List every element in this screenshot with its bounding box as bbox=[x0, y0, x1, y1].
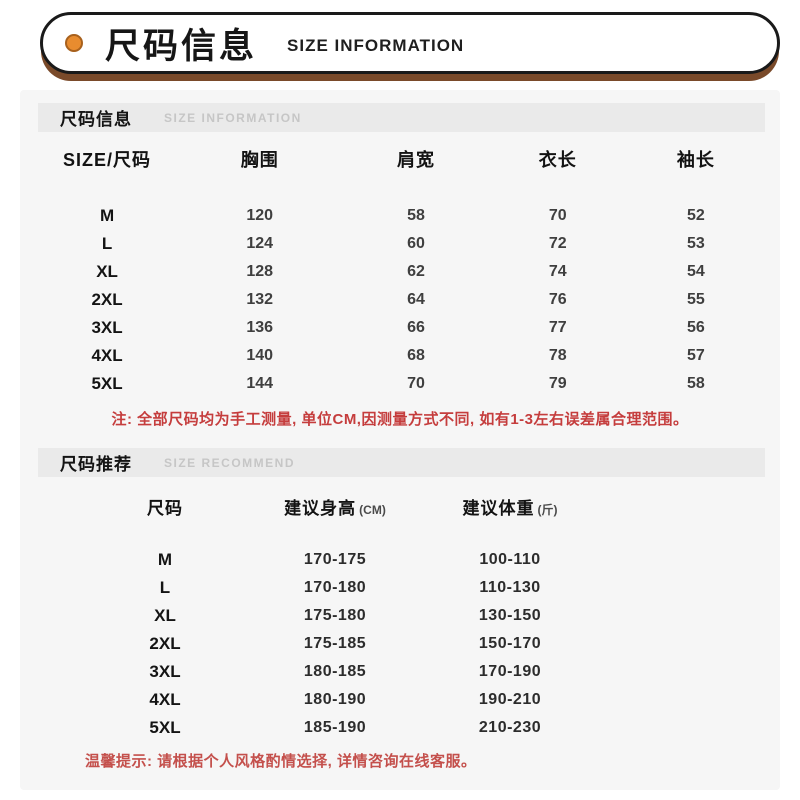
sleeve-value: 58 bbox=[687, 375, 705, 392]
length-value: 74 bbox=[548, 263, 567, 280]
banner-title-cn: 尺码信息 bbox=[105, 26, 258, 66]
recommend-table-header: 尺码 建议身高 (CM) 建议体重 (斤) bbox=[60, 492, 620, 520]
shoulder-value: 60 bbox=[407, 235, 425, 252]
section-title-cn: 尺码推荐 bbox=[60, 455, 132, 474]
size-label: L bbox=[101, 234, 113, 253]
sleeve-value: 53 bbox=[687, 235, 705, 252]
table-row: 4XL 140 68 78 57 bbox=[38, 342, 765, 370]
section-title-cn: 尺码信息 bbox=[60, 110, 132, 129]
length-value: 72 bbox=[548, 235, 567, 252]
chest-value: 144 bbox=[246, 375, 274, 392]
table-row: M 170-175 100-110 bbox=[60, 546, 620, 574]
sleeve-value: 56 bbox=[687, 319, 705, 336]
section-title-en: SIZE RECOMMEND bbox=[164, 455, 296, 470]
col-header-size-label: 尺码 bbox=[147, 498, 183, 518]
sleeve-value: 52 bbox=[687, 207, 705, 224]
size-label: 5XL bbox=[149, 718, 181, 737]
col-header-weight-unit: (斤) bbox=[537, 502, 558, 517]
table-row: L 170-180 110-130 bbox=[60, 574, 620, 602]
section-size-info-header: 尺码信息 SIZE INFORMATION bbox=[38, 103, 765, 132]
table-row: 2XL 132 64 76 55 bbox=[38, 286, 765, 314]
length-value: 77 bbox=[548, 319, 567, 336]
chest-value: 132 bbox=[246, 291, 274, 308]
chest-value: 120 bbox=[246, 207, 274, 224]
chest-value: 136 bbox=[246, 319, 274, 336]
size-info-banner: 尺码信息 SIZE INFORMATION bbox=[40, 12, 780, 74]
col-header-weight-label: 建议体重 bbox=[462, 498, 535, 518]
shoulder-value: 66 bbox=[407, 319, 425, 336]
height-range: 175-185 bbox=[303, 635, 367, 652]
shoulder-value: 62 bbox=[407, 263, 425, 280]
size-label: M bbox=[99, 206, 115, 225]
col-header-length: 衣长 bbox=[538, 150, 577, 170]
col-header-shoulder: 肩宽 bbox=[397, 150, 436, 170]
chest-value: 140 bbox=[246, 347, 274, 364]
weight-range: 210-230 bbox=[478, 719, 542, 736]
col-header-height-label: 建议身高 bbox=[284, 498, 357, 518]
size-label: XL bbox=[96, 262, 118, 281]
bullet-dot-icon bbox=[65, 34, 83, 52]
table-row: XL 175-180 130-150 bbox=[60, 602, 620, 630]
size-label: XL bbox=[154, 606, 176, 625]
weight-range: 100-110 bbox=[479, 551, 541, 568]
size-table-header: SIZE/尺码 胸围 肩宽 衣长 袖长 bbox=[38, 145, 765, 173]
weight-range: 130-150 bbox=[478, 607, 542, 624]
shoulder-value: 64 bbox=[407, 291, 425, 308]
col-header-sleeve: 袖长 bbox=[676, 150, 715, 170]
table-row: XL 128 62 74 54 bbox=[38, 258, 765, 286]
col-header-size: SIZE/尺码 bbox=[63, 150, 152, 170]
weight-range: 110-130 bbox=[479, 579, 541, 596]
table-row: 5XL 185-190 210-230 bbox=[60, 714, 620, 742]
size-label: M bbox=[157, 550, 173, 569]
measurement-note: 注: 全部尺码均为手工测量, 单位CM,因测量方式不同, 如有1-3左右误差属合… bbox=[111, 411, 689, 428]
size-label: 5XL bbox=[91, 374, 123, 393]
table-row: 3XL 136 66 77 56 bbox=[38, 314, 765, 342]
height-range: 175-180 bbox=[303, 607, 367, 624]
table-row: 5XL 144 70 79 58 bbox=[38, 370, 765, 398]
chest-value: 124 bbox=[246, 235, 274, 252]
table-row: 4XL 180-190 190-210 bbox=[60, 686, 620, 714]
height-range: 170-180 bbox=[303, 579, 367, 596]
section-title-en: SIZE INFORMATION bbox=[164, 110, 302, 125]
height-range: 180-185 bbox=[303, 663, 367, 680]
length-value: 76 bbox=[548, 291, 567, 308]
col-header-height: 建议身高 (CM) bbox=[270, 494, 400, 519]
weight-range: 150-170 bbox=[478, 635, 542, 652]
weight-range: 190-210 bbox=[478, 691, 542, 708]
section-size-recommend-header: 尺码推荐 SIZE RECOMMEND bbox=[38, 448, 765, 477]
sleeve-value: 55 bbox=[687, 291, 705, 308]
length-value: 70 bbox=[548, 207, 567, 224]
size-label: 2XL bbox=[149, 634, 181, 653]
col-header-weight: 建议体重 (斤) bbox=[400, 494, 620, 519]
sleeve-value: 54 bbox=[687, 263, 705, 280]
shoulder-value: 58 bbox=[407, 207, 425, 224]
length-value: 79 bbox=[548, 375, 567, 392]
shoulder-value: 70 bbox=[407, 375, 425, 392]
size-label: 2XL bbox=[91, 290, 123, 309]
size-label: 4XL bbox=[149, 690, 181, 709]
col-header-size: 尺码 bbox=[60, 494, 270, 519]
sleeve-value: 57 bbox=[687, 347, 705, 364]
size-label: 3XL bbox=[91, 318, 123, 337]
length-value: 78 bbox=[548, 347, 567, 364]
content-panel bbox=[20, 90, 780, 790]
table-row: L 124 60 72 53 bbox=[38, 230, 765, 258]
col-header-chest: 胸围 bbox=[240, 150, 279, 170]
chest-value: 128 bbox=[246, 263, 274, 280]
banner-title-en: SIZE INFORMATION bbox=[287, 36, 465, 55]
weight-range: 170-190 bbox=[478, 663, 542, 680]
table-row: 3XL 180-185 170-190 bbox=[60, 658, 620, 686]
height-range: 185-190 bbox=[303, 719, 367, 736]
size-label: L bbox=[159, 578, 171, 597]
size-label: 4XL bbox=[91, 346, 123, 365]
size-label: 3XL bbox=[149, 662, 181, 681]
height-range: 170-175 bbox=[303, 551, 367, 568]
service-tip-note: 温馨提示: 请根据个人风格酌情选择, 详情咨询在线客服。 bbox=[85, 753, 477, 770]
col-header-height-unit: (CM) bbox=[359, 502, 386, 517]
height-range: 180-190 bbox=[303, 691, 367, 708]
shoulder-value: 68 bbox=[407, 347, 425, 364]
table-row: M 120 58 70 52 bbox=[38, 202, 765, 230]
table-row: 2XL 175-185 150-170 bbox=[60, 630, 620, 658]
